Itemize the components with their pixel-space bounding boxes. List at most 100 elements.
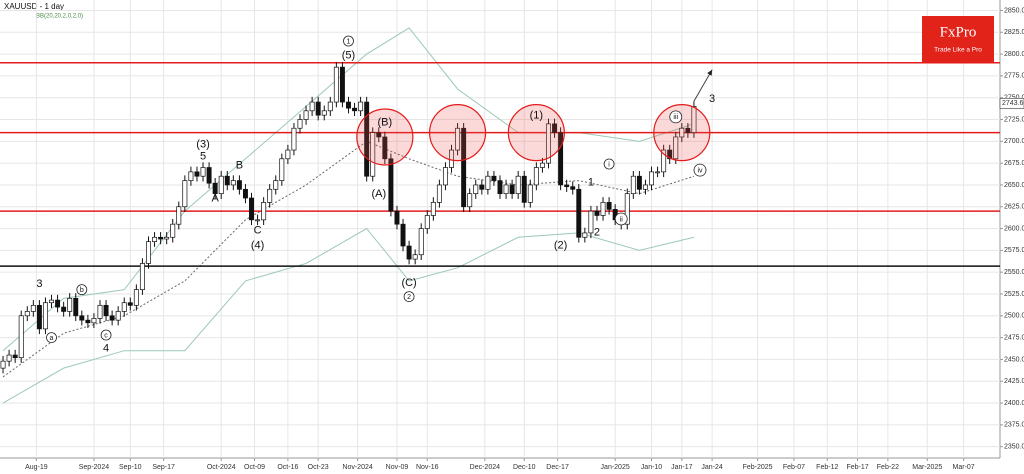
candle-body	[418, 228, 424, 256]
candle-body	[685, 127, 691, 133]
candle-body	[424, 215, 430, 229]
y-tick-label: 2600.00	[1004, 225, 1024, 232]
candle-body	[691, 106, 697, 133]
wave-label: A	[211, 192, 219, 204]
candle-body	[6, 354, 12, 362]
wave-label: iv	[697, 167, 703, 174]
y-tick-label: 2550.00	[1004, 269, 1024, 276]
candle-body	[42, 302, 48, 330]
candle-body	[285, 149, 291, 160]
candle-body	[394, 210, 400, 225]
x-tick-label: Feb-22	[877, 464, 899, 471]
projection-arrow	[693, 69, 713, 102]
candle-body	[18, 315, 24, 359]
candle-body	[655, 171, 661, 174]
x-tick-label: Nov-2024	[342, 464, 372, 471]
candle-body	[267, 188, 273, 203]
y-tick-label: 2575.00	[1004, 247, 1024, 254]
candle-body	[564, 184, 570, 188]
wave-label-circle	[614, 212, 628, 226]
wave-label: 2	[594, 226, 600, 238]
candle-body	[200, 167, 206, 177]
logo-tagline: Trade Like a Pro	[934, 47, 982, 54]
candle-body	[673, 136, 679, 160]
candle-body	[461, 127, 467, 208]
candle-body	[412, 254, 418, 260]
wave-label: 1	[347, 38, 351, 45]
candle-body	[588, 210, 594, 234]
y-tick-label: 2675.00	[1004, 160, 1024, 167]
x-tick-label: Dec-2024	[470, 464, 500, 471]
candle-body	[364, 101, 370, 177]
candle-body	[36, 304, 42, 330]
candle-body	[521, 175, 527, 203]
highlight-circle	[356, 108, 414, 166]
wave-label: (5)	[342, 49, 355, 61]
arrow-head	[707, 69, 713, 76]
x-tick-label: Nov-09	[386, 464, 409, 471]
candle-body	[533, 167, 539, 186]
wave-label: (C)	[401, 277, 416, 289]
candle-body	[109, 315, 115, 321]
wave-label-circle	[46, 332, 57, 344]
candle-body	[273, 180, 279, 190]
candle-body	[255, 219, 261, 222]
candle-body	[624, 193, 630, 225]
x-tick-label: Feb-12	[816, 464, 838, 471]
candle-body	[152, 236, 158, 242]
candle-body	[182, 180, 188, 208]
candle-body	[594, 210, 600, 216]
candle-body	[49, 299, 54, 304]
x-tick-label: Dec-10	[513, 464, 536, 471]
candle-body	[115, 311, 121, 321]
candle-body	[0, 360, 6, 369]
x-tick-label: Jan-2025	[601, 464, 630, 471]
x-tick-label: Sep-17	[152, 464, 175, 471]
candle-body	[333, 66, 339, 103]
candle-body	[527, 184, 533, 203]
candle-body	[546, 123, 551, 164]
candle-body	[12, 354, 18, 359]
candle-body	[679, 127, 685, 138]
x-tick-label: Feb-17	[846, 464, 868, 471]
x-tick-label: Jan-17	[671, 464, 693, 471]
wave-label: (B)	[378, 117, 393, 129]
x-tick-label: Nov-16	[416, 464, 439, 471]
x-tick-label: Oct-16	[277, 464, 298, 471]
x-tick-label: Oct-23	[308, 464, 329, 471]
candle-body	[570, 186, 576, 190]
candle-body	[430, 202, 436, 216]
wave-label-circle	[100, 329, 112, 341]
candle-body	[376, 132, 382, 138]
candle-body	[303, 110, 309, 120]
candle-body	[97, 304, 103, 319]
candle-body	[661, 149, 667, 173]
wave-label: iii	[673, 114, 678, 121]
y-tick-label: 2400.00	[1004, 400, 1024, 407]
wave-label-circle	[693, 163, 707, 177]
wave-label: (4)	[251, 240, 264, 252]
candle-body	[249, 197, 254, 221]
wave-label: C	[254, 225, 262, 237]
wave-label-circle	[603, 158, 615, 170]
candle-body	[236, 180, 242, 190]
wave-label-circle	[343, 35, 354, 47]
x-tick-label: Jan-10	[641, 464, 663, 471]
y-tick-label: 2800.00	[1004, 51, 1024, 58]
candle-body	[467, 193, 473, 208]
candle-body	[170, 223, 176, 238]
x-tick-label: Oct-2024	[207, 464, 236, 471]
candle-body	[133, 289, 139, 306]
y-tick-label: 2650.00	[1004, 182, 1024, 189]
candle-body	[85, 319, 91, 324]
chart-subtitle: BB(20,20,2,0,2,0)	[36, 14, 83, 20]
candle-body	[515, 175, 521, 195]
candle-body	[146, 241, 151, 264]
wave-label: 3	[36, 278, 42, 290]
y-tick-label: 2825.00	[1004, 29, 1024, 36]
x-tick-label: Feb-2025	[743, 464, 773, 471]
candle-body	[61, 306, 67, 312]
candle-body	[600, 202, 606, 216]
y-tick-label: 2625.00	[1004, 204, 1024, 211]
